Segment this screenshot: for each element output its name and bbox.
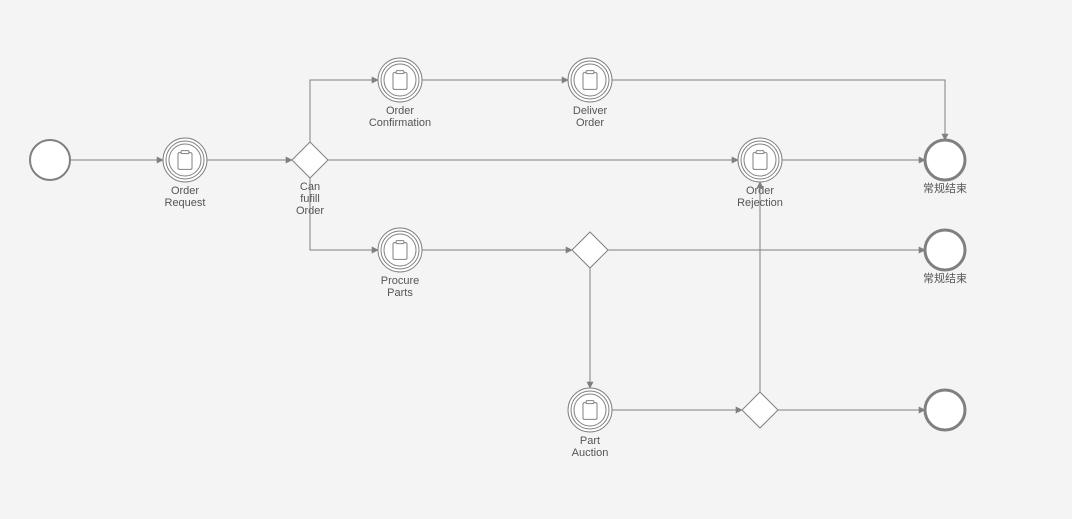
node-start[interactable] [30, 140, 70, 180]
node-partAuction[interactable] [568, 388, 612, 432]
node-end1[interactable] [925, 140, 965, 180]
node-deliverOrder[interactable] [568, 58, 612, 102]
node-gwProcure[interactable] [572, 232, 608, 268]
node-gwFulfill[interactable] [292, 142, 328, 178]
edge-gwFulfill-orderConfirm [310, 80, 378, 142]
node-orderConfirm[interactable] [378, 58, 422, 102]
node-end3[interactable] [925, 390, 965, 430]
node-procureParts[interactable] [378, 228, 422, 272]
edge-deliverOrder-end1 [612, 80, 945, 140]
node-orderRejection[interactable] [738, 138, 782, 182]
node-gwAuction[interactable] [742, 392, 778, 428]
diagram-canvas: Order RequestCan fufill OrderOrder Confi… [0, 0, 1072, 519]
node-end2[interactable] [925, 230, 965, 270]
edge-gwFulfill-procureParts [310, 178, 378, 250]
node-orderRequest[interactable] [163, 138, 207, 182]
